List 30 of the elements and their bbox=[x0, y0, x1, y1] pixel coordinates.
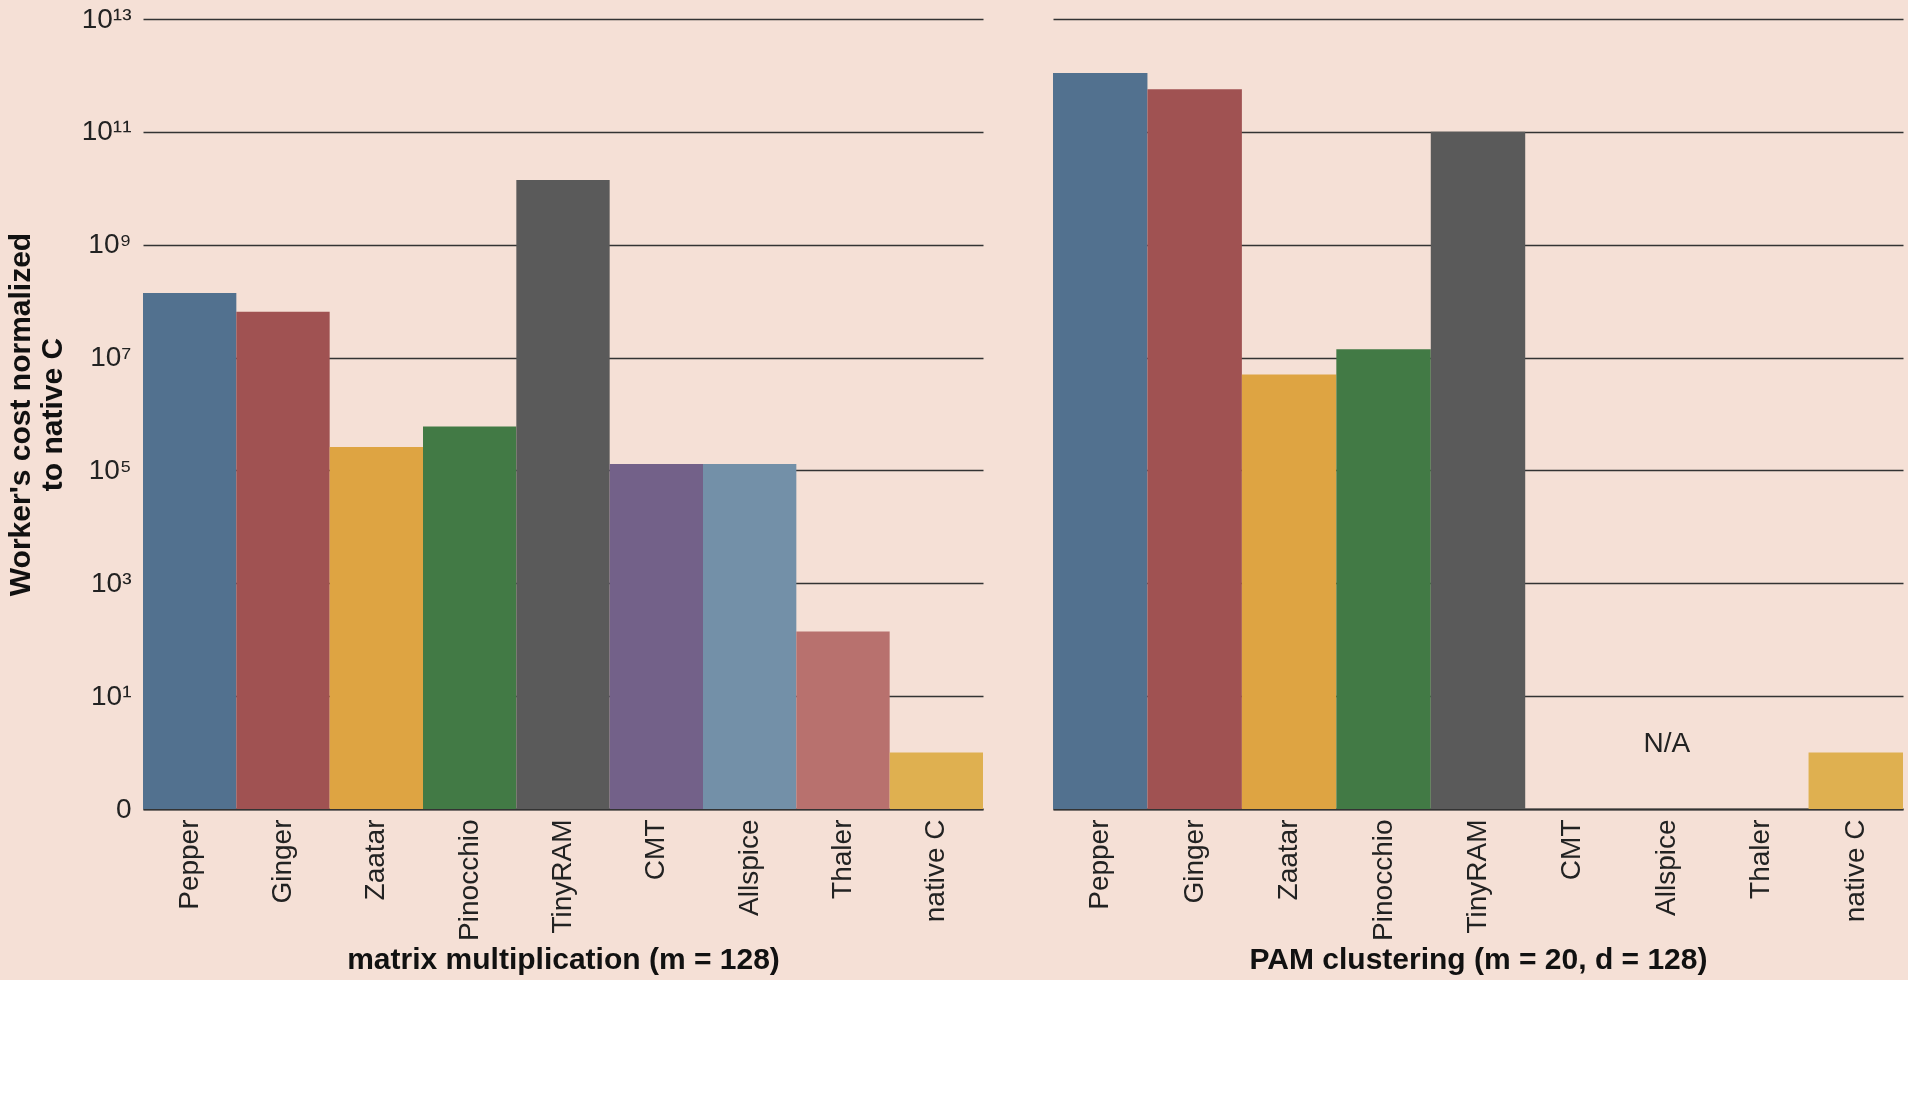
x-tick-label: Allspice bbox=[732, 819, 764, 916]
x-tick-label: Pepper bbox=[1083, 819, 1115, 910]
x-tick-label: CMT bbox=[639, 819, 671, 881]
y-tick-label: 10⁷ bbox=[90, 341, 132, 373]
annotation: N/A bbox=[1643, 727, 1691, 758]
x-tick-label: native C bbox=[1838, 819, 1870, 923]
y-tick-label: 10¹ bbox=[91, 679, 132, 711]
x-tick-label: TinyRAM bbox=[1461, 819, 1492, 934]
x-tick-label: Allspice bbox=[1649, 819, 1681, 916]
x-tick-label: Ginger bbox=[266, 819, 297, 904]
y-tick-label: 0 bbox=[115, 792, 132, 824]
x-axis-title: PAM clustering (m = 20, d = 128) bbox=[1249, 941, 1708, 975]
y-tick-label: 10¹³ bbox=[81, 2, 132, 34]
y-axis-title: Worker's cost normalized to native C bbox=[2, 232, 68, 597]
y-tick-label: 10³ bbox=[91, 566, 132, 598]
x-tick-label: Pepper bbox=[172, 819, 204, 910]
y-tick-label: 10¹¹ bbox=[81, 115, 132, 147]
x-tick-label: Zaatar bbox=[359, 819, 391, 901]
x-tick-label: Thaler bbox=[826, 819, 857, 899]
x-tick-label: Pinocchio bbox=[1366, 819, 1398, 941]
x-tick-label: native C bbox=[919, 819, 951, 923]
x-tick-label: TinyRAM bbox=[546, 819, 577, 934]
y-tick-label: 10⁵ bbox=[88, 453, 132, 485]
x-axis-title: matrix multiplication (m = 128) bbox=[347, 941, 780, 975]
x-tick-label: Pinocchio bbox=[452, 819, 484, 941]
x-tick-label: Zaatar bbox=[1272, 819, 1304, 901]
y-tick-label: 10⁹ bbox=[88, 228, 132, 260]
x-tick-label: CMT bbox=[1555, 819, 1587, 881]
x-tick-label: Thaler bbox=[1744, 819, 1776, 899]
x-tick-label: Ginger bbox=[1177, 819, 1209, 904]
